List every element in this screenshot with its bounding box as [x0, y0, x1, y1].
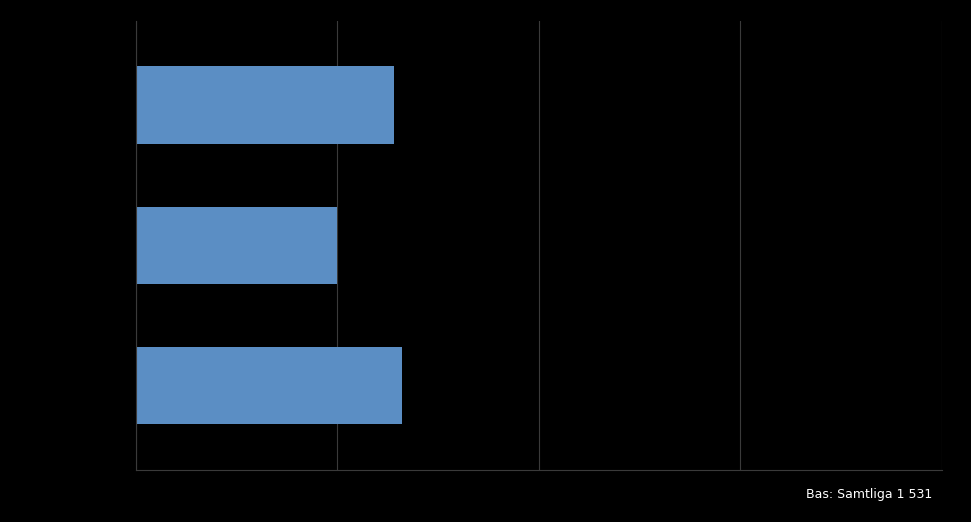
Bar	[136, 207, 338, 284]
Text: Bas: Samtliga 1 531: Bas: Samtliga 1 531	[806, 488, 932, 501]
Bar	[136, 347, 402, 424]
Bar	[136, 66, 394, 144]
